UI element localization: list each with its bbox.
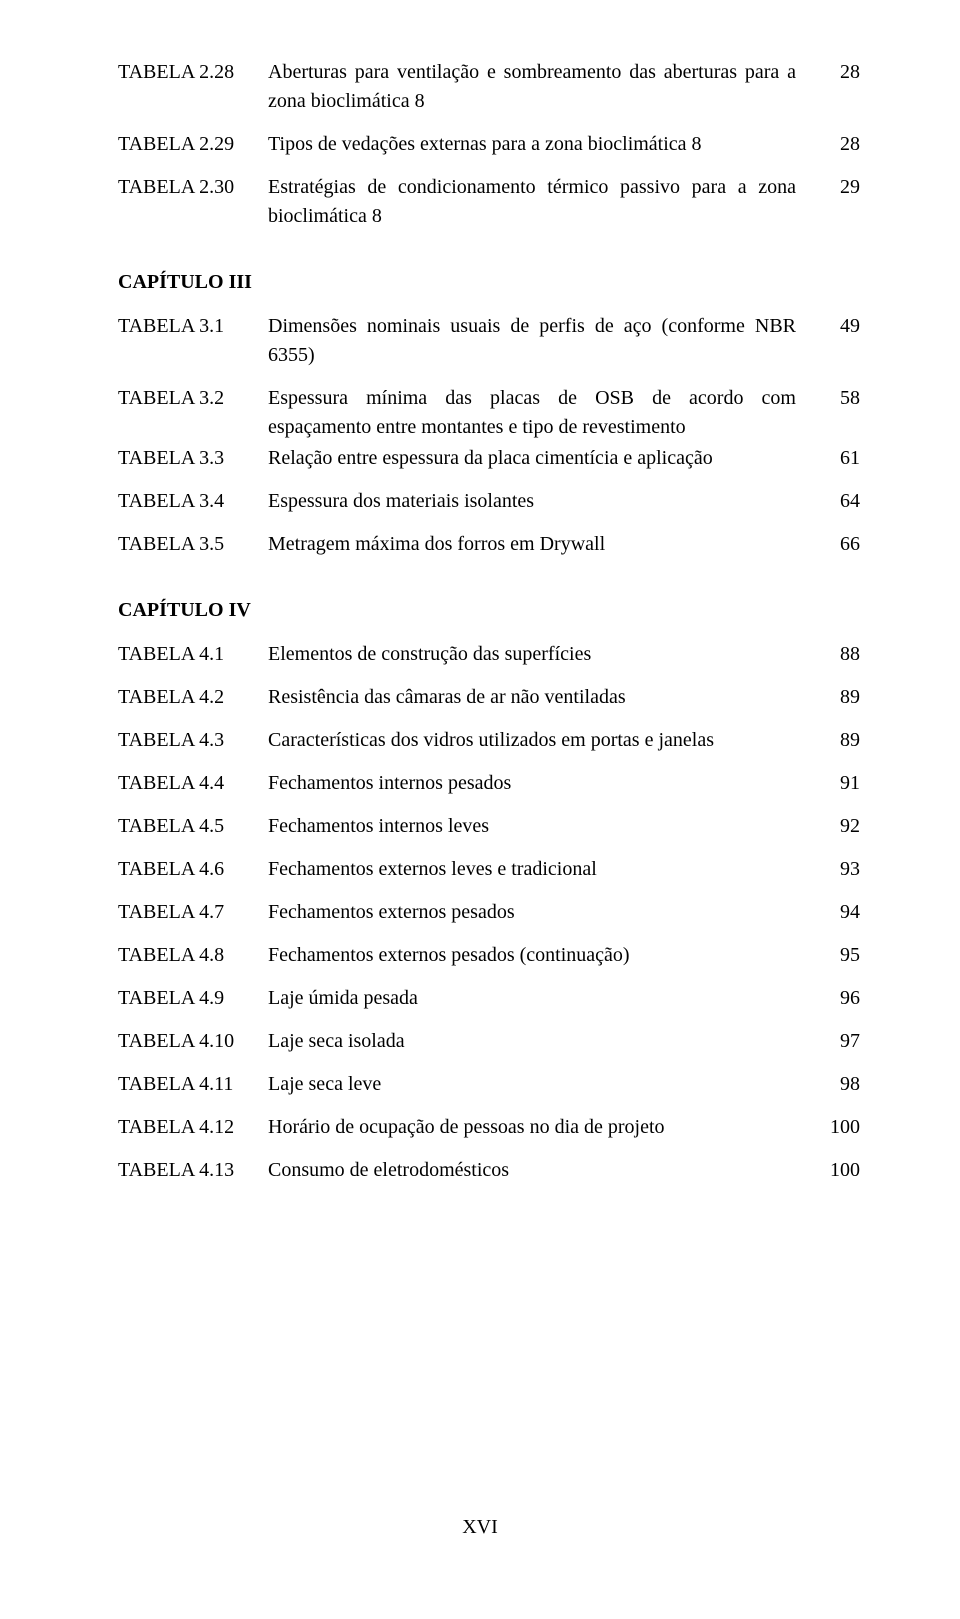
table-label: TABELA 4.8 [118,941,268,970]
table-page-number: 28 [820,58,860,87]
top-row: TABELA 2.28Aberturas para ventilação e s… [118,58,860,116]
table-label: TABELA 4.4 [118,769,268,798]
table-label: TABELA 2.30 [118,173,268,202]
table-description: Características dos vidros utilizados em… [268,726,820,755]
table-description: Fechamentos externos pesados (continuaçã… [268,941,820,970]
table-page-number: 92 [820,812,860,841]
table-page-number: 93 [820,855,860,884]
chapter-1-row: TABELA 4.2Resistência das câmaras de ar … [118,683,860,712]
chapter-1-row: TABELA 4.8Fechamentos externos pesados (… [118,941,860,970]
chapter-0-row: TABELA 3.3Relação entre espessura da pla… [118,444,860,473]
table-label: TABELA 4.12 [118,1113,268,1142]
table-label: TABELA 2.29 [118,130,268,159]
table-label: TABELA 3.3 [118,444,268,473]
chapter-1-row: TABELA 4.12Horário de ocupação de pessoa… [118,1113,860,1142]
table-description: Horário de ocupação de pessoas no dia de… [268,1113,820,1142]
table-label: TABELA 4.7 [118,898,268,927]
table-page-number: 89 [820,683,860,712]
table-description: Fechamentos externos pesados [268,898,820,927]
chapter-1-row: TABELA 4.13Consumo de eletrodomésticos10… [118,1156,860,1185]
table-description: Laje seca leve [268,1070,820,1099]
chapter-0-row: TABELA 3.5Metragem máxima dos forros em … [118,530,860,559]
table-label: TABELA 3.4 [118,487,268,516]
page: TABELA 2.28Aberturas para ventilação e s… [0,0,960,1619]
table-page-number: 94 [820,898,860,927]
table-description: Espessura mínima das placas de OSB de ac… [268,384,820,442]
table-description: Aberturas para ventilação e sombreamento… [268,58,820,116]
table-page-number: 95 [820,941,860,970]
table-page-number: 58 [820,384,860,413]
table-label: TABELA 3.1 [118,312,268,341]
table-label: TABELA 4.9 [118,984,268,1013]
chapter-heading: CAPÍTULO IV [118,599,860,622]
table-description: Consumo de eletrodomésticos [268,1156,820,1185]
chapter-1-row: TABELA 4.7Fechamentos externos pesados94 [118,898,860,927]
footer-page-number: XVI [0,1516,960,1539]
chapter-1-row: TABELA 4.5Fechamentos internos leves92 [118,812,860,841]
table-label: TABELA 4.11 [118,1070,268,1099]
table-description: Tipos de vedações externas para a zona b… [268,130,820,159]
table-description: Fechamentos externos leves e tradicional [268,855,820,884]
table-page-number: 88 [820,640,860,669]
table-page-number: 28 [820,130,860,159]
table-label: TABELA 4.6 [118,855,268,884]
table-page-number: 29 [820,173,860,202]
top-section: TABELA 2.28Aberturas para ventilação e s… [118,58,860,231]
table-label: TABELA 3.2 [118,384,268,413]
chapter-1-row: TABELA 4.11Laje seca leve98 [118,1070,860,1099]
chapter-1-row: TABELA 4.1Elementos de construção das su… [118,640,860,669]
chapters-container: CAPÍTULO III TABELA 3.1Dimensões nominais… [118,271,860,1185]
table-page-number: 100 [820,1113,860,1142]
table-label: TABELA 4.10 [118,1027,268,1056]
top-row: TABELA 2.29Tipos de vedações externas pa… [118,130,860,159]
table-label: TABELA 4.13 [118,1156,268,1185]
table-page-number: 91 [820,769,860,798]
table-description: Estratégias de condicionamento térmico p… [268,173,820,231]
table-description: Laje seca isolada [268,1027,820,1056]
table-page-number: 96 [820,984,860,1013]
table-description: Elementos de construção das superfícies [268,640,820,669]
table-page-number: 89 [820,726,860,755]
table-description: Metragem máxima dos forros em Drywall [268,530,820,559]
table-label: TABELA 4.5 [118,812,268,841]
chapter-1-row: TABELA 4.9Laje úmida pesada96 [118,984,860,1013]
chapter-0-row: TABELA 3.2Espessura mínima das placas de… [118,384,860,442]
table-description: Resistência das câmaras de ar não ventil… [268,683,820,712]
chapter-1-row: TABELA 4.3Características dos vidros uti… [118,726,860,755]
table-page-number: 66 [820,530,860,559]
table-description: Relação entre espessura da placa cimentí… [268,444,820,473]
table-label: TABELA 3.5 [118,530,268,559]
table-description: Laje úmida pesada [268,984,820,1013]
table-page-number: 97 [820,1027,860,1056]
chapter-heading: CAPÍTULO III [118,271,860,294]
table-description: Fechamentos internos pesados [268,769,820,798]
table-page-number: 100 [820,1156,860,1185]
table-page-number: 98 [820,1070,860,1099]
chapter-0-row: TABELA 3.1Dimensões nominais usuais de p… [118,312,860,370]
table-label: TABELA 4.3 [118,726,268,755]
table-description: Dimensões nominais usuais de perfis de a… [268,312,820,370]
table-page-number: 49 [820,312,860,341]
table-description: Espessura dos materiais isolantes [268,487,820,516]
chapter-1-row: TABELA 4.6Fechamentos externos leves e t… [118,855,860,884]
table-page-number: 61 [820,444,860,473]
table-description: Fechamentos internos leves [268,812,820,841]
table-label: TABELA 2.28 [118,58,268,87]
table-label: TABELA 4.1 [118,640,268,669]
top-row: TABELA 2.30Estratégias de condicionament… [118,173,860,231]
chapter-1-row: TABELA 4.10Laje seca isolada97 [118,1027,860,1056]
chapter-0-row: TABELA 3.4Espessura dos materiais isolan… [118,487,860,516]
table-page-number: 64 [820,487,860,516]
table-label: TABELA 4.2 [118,683,268,712]
chapter-1-row: TABELA 4.4Fechamentos internos pesados91 [118,769,860,798]
